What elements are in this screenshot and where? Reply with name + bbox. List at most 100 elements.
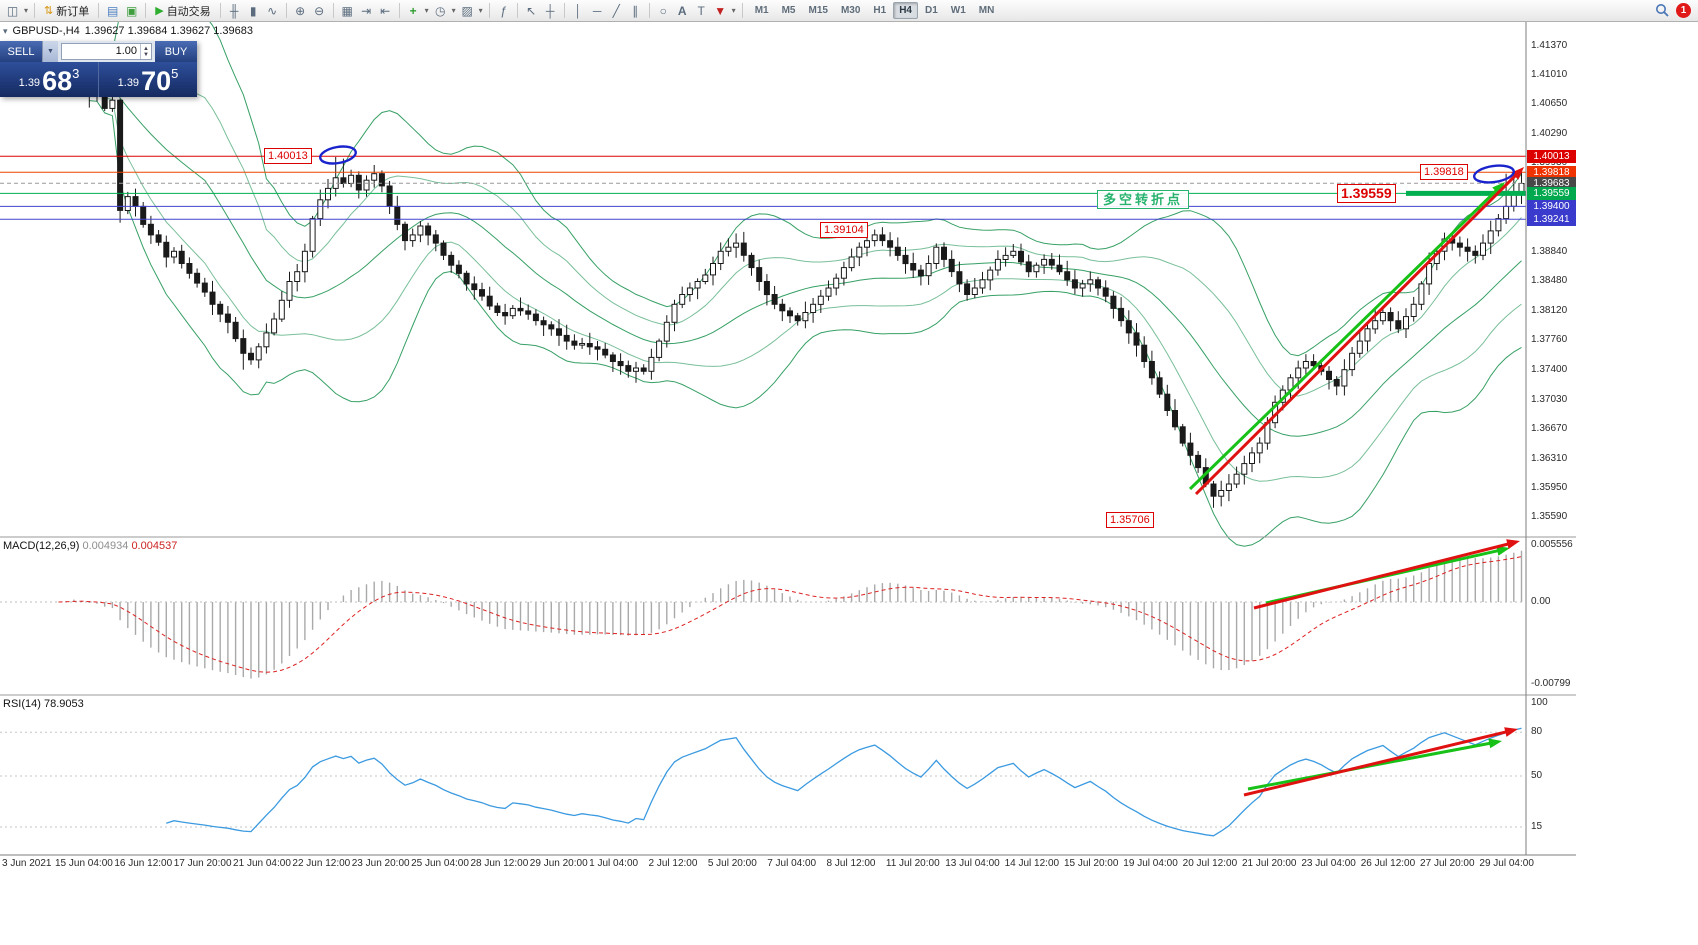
timeframe-m5-button[interactable]: M5 [781,5,796,16]
zoom-out-icon[interactable]: ⊖ [314,3,325,18]
mid-price-label[interactable]: 1.39104 [820,222,868,238]
trade-options-dropdown[interactable]: ▼ [42,41,58,62]
price-axis-label: 1.40290 [1531,127,1568,139]
toolbar-separator [34,3,35,18]
lot-size-value[interactable]: 1.00 [115,45,137,57]
resistance-price-label[interactable]: 1.40013 [264,148,312,164]
auto-scroll-icon[interactable]: ⇥ [361,3,372,18]
crosshair-icon[interactable]: ┼ [545,3,555,18]
timeframe-w1-button[interactable]: W1 [950,5,966,16]
price-axis-label: 1.35950 [1531,482,1568,494]
stepper-up-icon[interactable]: ▲ [143,45,149,52]
text-icon[interactable]: A [677,3,687,18]
templates-caret-icon[interactable]: ▾ [478,6,483,15]
horizontal-line-icon[interactable]: ─ [592,3,602,18]
toolbar-separator [145,3,147,18]
stepper-down-icon[interactable]: ▼ [143,51,149,58]
time-axis-label: 28 Jun 12:00 [470,858,529,869]
trade-panel-price-row: 1.39 68 3 1.39 70 5 [0,62,197,97]
breakout-price-label[interactable]: 1.39818 [1420,164,1468,180]
line-chart-icon[interactable]: ∿ [267,3,278,18]
buy-button[interactable]: BUY [155,41,197,62]
macd-scale-label: 0.00 [1531,596,1551,607]
price-scale-tag: 1.39400 [1527,199,1576,213]
new-chart-icon[interactable]: + [409,3,417,18]
zoom-in-icon[interactable]: ⊕ [295,3,306,18]
toolbar-separator [98,3,100,18]
autotrading-button[interactable]: ▶ 自动交易 [150,2,215,20]
buy-price-sup: 5 [171,66,179,81]
arrows-tool-caret-icon[interactable]: ▾ [731,6,736,15]
time-axis-label: 15 Jun 04:00 [55,858,113,869]
time-axis-label: 7 Jul 04:00 [767,858,817,869]
buy-price[interactable]: 1.39 70 5 [99,62,197,97]
toolbar-right-group: 1 [1655,3,1695,18]
trend-arrow[interactable] [1188,182,1505,491]
chart-context-icon[interactable]: ▾ [3,25,8,36]
time-axis-label: 23 Jul 04:00 [1301,858,1356,869]
timeframe-d1-button[interactable]: D1 [925,5,938,16]
bar-chart-icon[interactable]: ╫ [229,3,239,18]
new-chart-caret-icon[interactable]: ▾ [424,6,429,15]
shapes-icon[interactable]: ○ [659,3,667,18]
chart-window-caret-icon[interactable]: ▾ [23,6,28,15]
new-order-button[interactable]: ⇅ 新订单 [39,2,94,20]
timeframe-m15-button[interactable]: M15 [808,5,828,16]
toolbar-separator [648,3,650,18]
lot-size-field[interactable]: 1.00 ▲ ▼ [61,43,152,60]
highlight-ellipse[interactable] [319,144,357,166]
trend-arrow[interactable] [1194,167,1524,496]
toolbar-separator [285,3,287,18]
time-axis-label: 5 Jul 20:00 [707,858,757,869]
data-window-icon[interactable]: ▣ [126,3,138,18]
market-watch-icon[interactable]: ▤ [107,3,119,18]
price-scale-tag: 1.39241 [1527,212,1576,226]
vertical-line-icon[interactable]: │ [574,3,582,18]
macd-scale-label: 0.005556 [1531,538,1573,550]
search-icon[interactable] [1655,3,1670,18]
timeframe-h4-button[interactable]: H4 [893,2,918,19]
price-axis-label: 1.37400 [1531,363,1568,375]
highlight-ellipse[interactable] [1472,163,1516,184]
sell-button[interactable]: SELL [0,41,42,62]
low-price-label[interactable]: 1.35706 [1106,512,1154,528]
time-axis-label: 8 Jul 12:00 [826,858,876,869]
notification-badge[interactable]: 1 [1676,3,1691,18]
text-label-icon[interactable]: T [697,3,705,18]
arrows-tool-icon[interactable]: ▼ [714,3,727,18]
timeframe-m30-button[interactable]: M30 [840,5,861,16]
chart-window-icon[interactable]: ◫ [6,3,19,18]
time-axis-label: 2 Jul 12:00 [648,858,698,869]
tile-windows-icon[interactable]: ▦ [341,3,353,18]
sell-price[interactable]: 1.39 68 3 [0,62,98,97]
price-axis-label: 1.37760 [1531,334,1568,346]
trendline-icon[interactable]: ╱ [612,3,620,18]
periods-icon[interactable]: ◷ [434,3,446,18]
templates-icon[interactable]: ▨ [461,3,473,18]
timeframe-m1-button[interactable]: M1 [754,5,769,16]
cursor-icon[interactable]: ↖ [526,3,537,18]
chart-shift-icon[interactable]: ⇤ [380,3,391,18]
price-scale-tag: 1.39818 [1527,165,1576,179]
rsi-scale-label: 15 [1531,821,1543,832]
price-axis-label: 1.36310 [1531,452,1568,464]
candlestick-chart-icon[interactable]: ▮ [249,3,257,18]
timeframe-h1-button[interactable]: H1 [873,5,887,16]
periods-caret-icon[interactable]: ▾ [451,6,456,15]
rsi-label: RSI(14) 78.9053 [3,698,84,710]
toolbar-separator [488,3,490,18]
indicators-icon[interactable]: ƒ [499,3,507,18]
macd-signal-value: 0.004537 [131,540,178,552]
channel-icon[interactable]: ∥ [632,3,639,18]
key-level-price-label[interactable]: 1.39559 [1337,184,1396,203]
timeframe-mn-button[interactable]: MN [978,5,995,16]
time-axis-label: 25 Jun 04:00 [411,858,469,869]
rsi-line [166,727,1522,837]
trend-arrow[interactable] [1253,539,1520,610]
trend-arrow[interactable] [1243,727,1518,797]
pivot-point-cn-label[interactable]: 多空转折点 [1097,190,1190,209]
lot-size-stepper[interactable]: ▲ ▼ [140,44,151,59]
time-axis-label: 29 Jul 04:00 [1479,858,1534,869]
